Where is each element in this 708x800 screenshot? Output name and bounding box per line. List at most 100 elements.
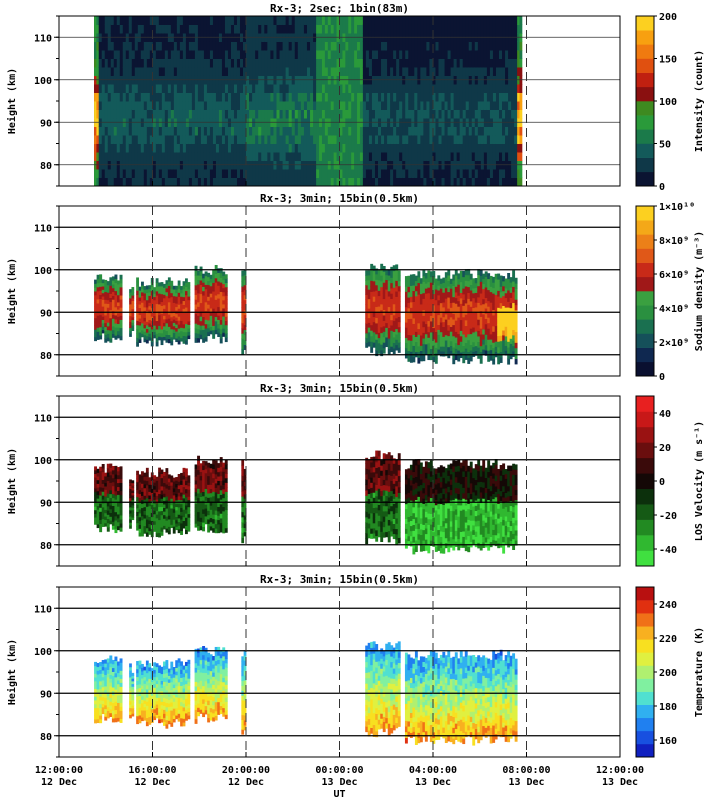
data-segment [404,268,518,365]
colorbar-swatch [636,535,654,551]
y-tick-label: 110 [34,223,52,234]
x-tick-time: 16:00:00 [128,765,176,776]
colorbar-tick-label: 200 [659,12,677,23]
data-segment [194,455,228,534]
colorbar-label: LOS Velocity (m s⁻¹) [693,421,705,541]
data-segment [129,479,135,529]
colorbar-swatch [636,704,654,719]
panel-2: Rx-3; 3min; 15bin(0.5km) 80 90 100 110 Height… [6,192,705,383]
data-segment [194,264,228,344]
colorbar-swatch [636,72,654,88]
y-tick-label: 110 [34,33,52,44]
y-tick-label: 110 [34,604,52,615]
colorbar-tick-label: 180 [659,702,677,713]
intensity-segment [362,16,518,187]
colorbar-label: Sodium density (m⁻³) [693,231,705,351]
colorbar-tick-label: 20 [659,443,671,454]
x-tick-date: 13 Dec [508,777,544,788]
intensity-segment [517,16,523,187]
x-tick-time: 12:00:00 [596,765,644,776]
panel-title: Rx-3; 3min; 15bin(0.5km) [260,382,419,395]
x-tick-time: 08:00:00 [502,765,550,776]
data-segment [365,641,401,738]
y-axis-label: Height (km) [6,639,18,705]
panel-1: Rx-3; 2sec; 1bin(83m) 80 90 100 110 Height (k… [6,2,705,193]
y-tick-label: 100 [34,647,52,658]
colorbar-tick-label: 0 [659,372,665,383]
colorbar-swatch [636,347,654,363]
x-tick-date: 13 Dec [321,777,357,788]
data-layer [94,450,518,555]
y-tick-label: 100 [34,266,52,277]
x-tick-time: 20:00:00 [222,765,270,776]
intensity-segment [94,16,100,187]
panel-title: Rx-3; 2sec; 1bin(83m) [270,2,409,15]
colorbar-swatch [636,652,654,666]
x-tick-time: 04:00:00 [409,765,457,776]
colorbar-tick-label: 100 [659,97,677,108]
colorbar: -40 -20 0 20 40 LOS Velocity (m s⁻¹) [635,395,705,567]
colorbar-swatch [636,626,654,640]
colorbar-tick-label: 6×10⁹ [659,270,689,281]
panel-title: Rx-3; 3min; 15bin(0.5km) [260,192,419,205]
colorbar-swatch [636,44,654,59]
x-tick-time: 12:00:00 [35,765,83,776]
y-tick-label: 80 [40,351,52,362]
data-segment [129,287,135,337]
colorbar-swatch [636,743,654,758]
colorbar-tick-label: 2×10⁹ [659,338,689,349]
colorbar-swatch [636,86,654,102]
colorbar-swatch [636,129,654,144]
x-tick-date: 12 Dec [134,777,170,788]
data-layer [94,263,518,365]
colorbar-swatch [636,16,654,31]
y-tick-label: 110 [34,413,52,424]
colorbar-tick-label: 150 [659,55,677,66]
data-segment [94,463,123,534]
colorbar-swatch [636,319,654,334]
colorbar-swatch [636,519,654,536]
colorbar-swatch [636,473,654,490]
panel-4: Rx-3; 3min; 15bin(0.5km) 80 90 100 110 Height… [6,573,705,758]
panel-3: Rx-3; 3min; 15bin(0.5km) 80 90 100 110 Height… [6,382,705,567]
data-segment [94,274,123,343]
colorbar-swatch [636,691,654,705]
colorbar-swatch [636,171,654,187]
x-tick-date: 12 Dec [228,777,264,788]
y-tick-label: 80 [40,732,52,743]
y-axis-label: Height (km) [6,258,18,324]
colorbar-tick-label: 0 [659,182,665,193]
colorbar-swatch [636,157,654,173]
colorbar-swatch [636,333,654,348]
data-segment [94,655,123,724]
colorbar-tick-label: 0 [659,477,665,488]
x-axis-label: UT [333,789,345,800]
colorbar-tick-label: 200 [659,668,677,679]
x-tick-time: 00:00:00 [315,765,363,776]
colorbar-swatch [636,488,654,505]
colorbar-label: Temperature (K) [694,627,705,717]
colorbar-swatch [636,262,654,278]
y-axis-label: Height (km) [6,68,18,134]
y-tick-label: 90 [40,308,52,319]
colorbar-swatch [636,639,654,653]
colorbar-tick-label: 1×10¹⁰ [659,202,695,213]
colorbar-swatch [636,678,654,692]
colorbar-swatch [636,396,654,412]
y-tick-label: 80 [40,161,52,172]
y-tick-label: 90 [40,689,52,700]
x-tick-date: 13 Dec [602,777,638,788]
colorbar-swatch [636,550,654,567]
y-tick-label: 90 [40,118,52,129]
x-tick-date: 13 Dec [415,777,451,788]
colorbar-swatch [636,206,654,221]
colorbar-swatch [636,665,654,679]
data-segment [194,646,228,724]
colorbar-frame [635,205,655,377]
colorbar-swatch [636,426,654,443]
colorbar-tick-label: 4×10⁹ [659,304,689,315]
colorbar-swatch [636,234,654,249]
colorbar-tick-label: 240 [659,600,677,611]
colorbar-swatch [636,457,654,474]
